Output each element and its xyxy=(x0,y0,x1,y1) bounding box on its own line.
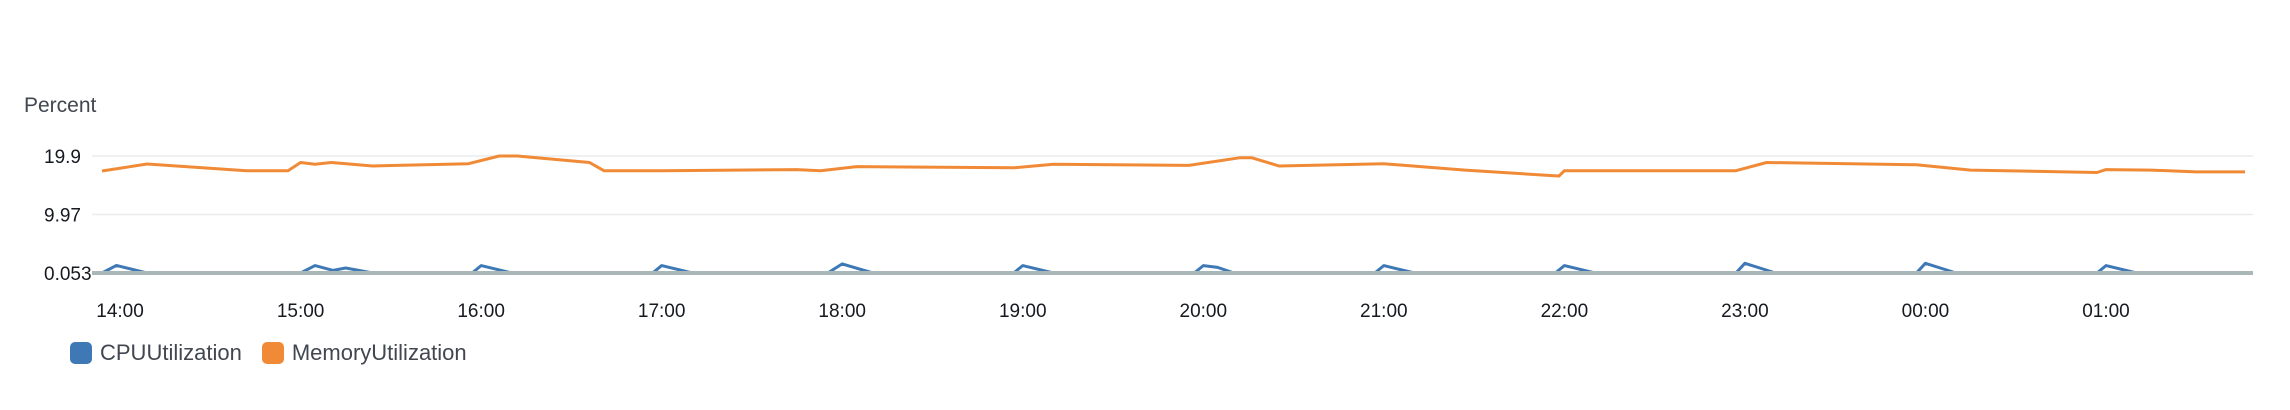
legend-label-cpu: CPUUtilization xyxy=(100,340,242,365)
y-axis-ticks: 19.9 9.97 0.053 xyxy=(44,147,92,285)
x-tick-label: 18:00 xyxy=(818,301,866,322)
x-tick-label: 20:00 xyxy=(1180,301,1228,322)
x-axis-ticks: 14:00 15:00 16:00 17:00 18:00 19:00 20:00 21:00… xyxy=(96,301,2129,322)
series-line-memoryutilization[interactable] xyxy=(101,154,2245,178)
x-tick-label: 00:00 xyxy=(1902,301,1950,322)
legend-swatch-memory xyxy=(261,342,284,364)
y-axis-unit-label: Percent xyxy=(24,94,97,117)
x-tick-label: 19:00 xyxy=(999,301,1047,322)
y-tick-label: 19.9 xyxy=(44,147,81,168)
x-tick-label: 23:00 xyxy=(1721,301,1769,322)
y-tick-label: 0.053 xyxy=(44,264,92,285)
x-tick-label: 15:00 xyxy=(277,301,325,322)
legend-item-memory[interactable]: MemoryUtilization xyxy=(261,340,467,366)
x-tick-label: 17:00 xyxy=(638,301,686,322)
legend-label-memory: MemoryUtilization xyxy=(291,340,467,365)
x-tick-label: 16:00 xyxy=(457,301,505,322)
legend-swatch-cpu xyxy=(70,342,92,364)
x-tick-label: 21:00 xyxy=(1360,301,1408,322)
x-tick-label: 01:00 xyxy=(2082,301,2130,322)
x-tick-label: 14:00 xyxy=(96,301,144,322)
legend: CPUUtilization MemoryUtilization xyxy=(70,340,467,366)
grid-lines xyxy=(92,155,2253,216)
x-tick-label: 22:00 xyxy=(1541,301,1589,322)
legend-item-cpu[interactable]: CPUUtilization xyxy=(70,340,242,366)
y-tick-label: 9.97 xyxy=(44,206,81,227)
